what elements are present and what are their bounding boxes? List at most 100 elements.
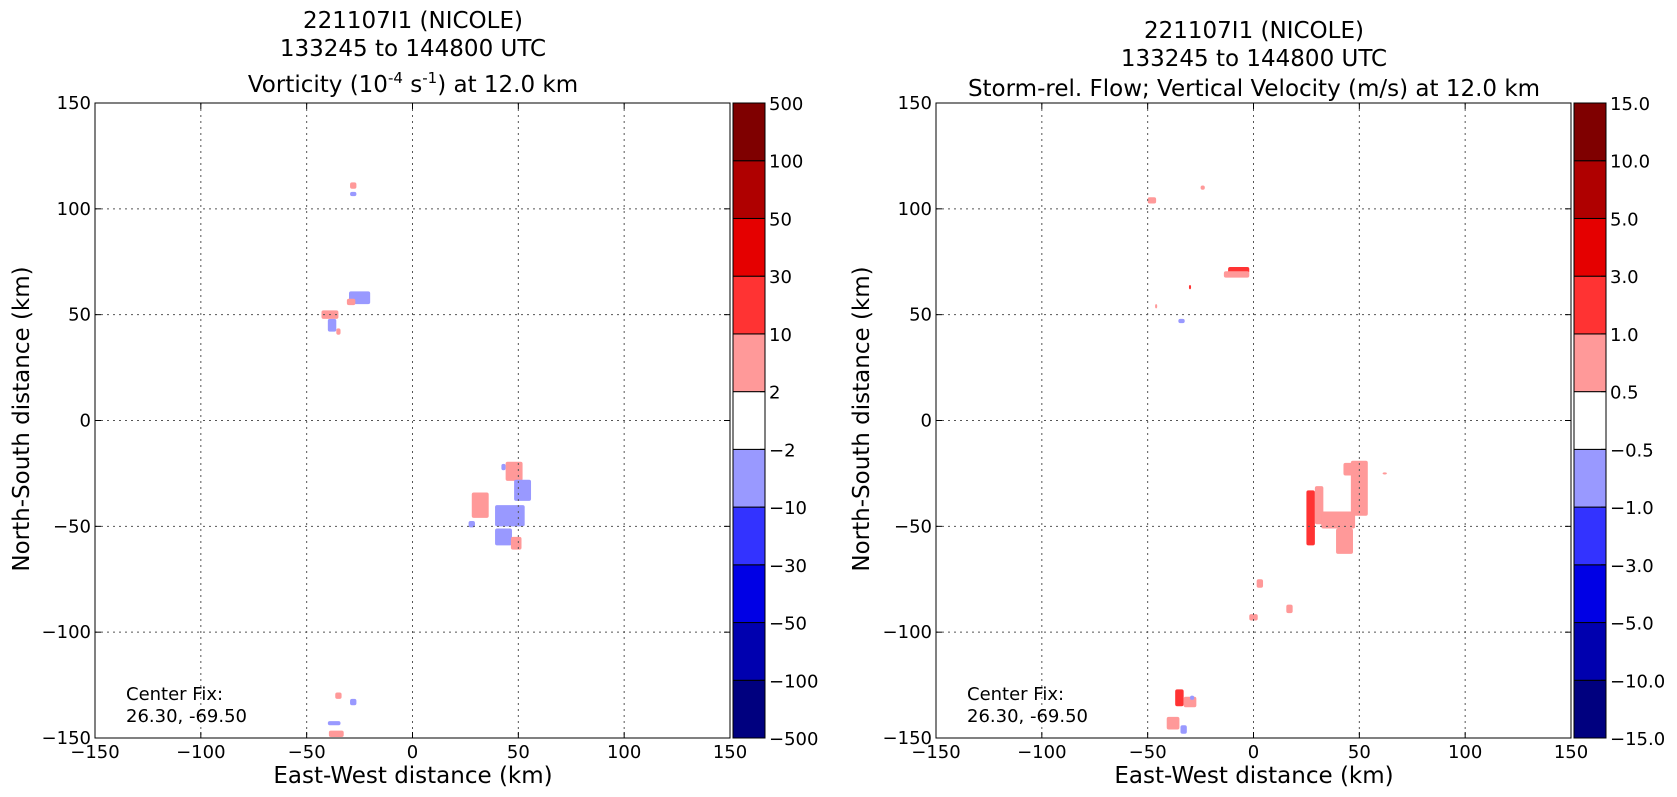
colorbar-band	[1573, 160, 1607, 219]
x-tick-label: 50	[507, 742, 530, 763]
colorbar-band	[1573, 333, 1607, 393]
contour-feature	[510, 536, 522, 550]
plot-area: −150−150 −100 −100 −50 −50 0 0 50 50 100 100 150 150	[883, 93, 1589, 763]
x-axis-label: East-West distance (km)	[1114, 763, 1393, 789]
y-tick-label: −100	[883, 622, 932, 643]
colorbar-label: 3.0	[1610, 267, 1639, 288]
contour-feature	[471, 492, 489, 518]
colorbar-label: −0.5	[1610, 440, 1654, 461]
plot-background	[95, 103, 730, 738]
x-tick-label: 150	[1554, 742, 1588, 763]
colorbar-label: −100	[769, 671, 818, 692]
colorbar-label: 10.0	[1610, 152, 1650, 173]
contour-feature	[336, 328, 341, 335]
x-tick-label: −50	[1129, 742, 1167, 763]
x-tick-label: 50	[1348, 742, 1371, 763]
colorbar-label: 100	[769, 152, 803, 173]
colorbar-band	[732, 275, 766, 335]
contour-feature	[501, 463, 506, 471]
colorbar-band	[732, 217, 766, 277]
y-tick-label: −150	[42, 728, 91, 749]
colorbar-band	[1573, 506, 1607, 566]
colorbar-band	[732, 622, 766, 681]
colorbar-band	[732, 102, 766, 162]
contour-feature	[327, 318, 337, 332]
contour-feature	[1200, 185, 1205, 190]
contour-feature	[1166, 716, 1180, 730]
colorbar: 15.0 10.0 5.0 3.0 1.0 0.5 −0.5 −1.0 −3.0 −5.0 −10.…	[1573, 94, 1665, 750]
x-tick-label: 0	[407, 742, 418, 763]
colorbar-label: −15.0	[1610, 729, 1665, 750]
contour-feature	[1223, 271, 1250, 278]
contour-feature	[495, 505, 525, 527]
colorbar-band	[1573, 391, 1607, 450]
contour-feature	[1306, 490, 1315, 546]
colorbar-label: −500	[769, 729, 818, 750]
y-axis-label: North-South distance (km)	[849, 266, 875, 571]
contour-feature	[350, 698, 357, 706]
colorbar-label: −10.0	[1610, 671, 1665, 692]
center-fix-label: Center Fix:	[967, 684, 1064, 705]
colorbar-label: −1.0	[1610, 498, 1654, 519]
contour-feature	[1183, 696, 1197, 708]
colorbar-label: −5.0	[1610, 614, 1654, 635]
contour-feature	[1190, 695, 1195, 700]
colorbar-band	[732, 160, 766, 219]
y-axis-label: North-South distance (km)	[9, 266, 35, 571]
panel-title-line-3: Vorticity (10-4 s-1) at 12.0 km	[248, 69, 578, 98]
x-tick-label: −100	[176, 742, 225, 763]
contour-feature	[1155, 304, 1158, 309]
colorbar-label: 50	[769, 209, 792, 230]
y-tick-label: 0	[80, 411, 91, 432]
contour-feature	[1178, 318, 1185, 324]
colorbar-band	[732, 506, 766, 566]
x-tick-label: −150	[70, 742, 119, 763]
contour-feature	[346, 298, 356, 306]
colorbar-label: −10	[769, 498, 807, 519]
colorbar-band	[732, 333, 766, 393]
x-tick-label: −100	[1017, 742, 1066, 763]
colorbar-band	[732, 564, 766, 624]
panel-title-line-2: 133245 to 144800 UTC	[280, 36, 546, 62]
contour-feature	[1286, 604, 1293, 614]
contour-feature	[468, 521, 475, 528]
contour-feature	[350, 182, 357, 189]
colorbar-band	[1573, 102, 1607, 162]
x-tick-label: −50	[288, 742, 326, 763]
colorbar-band	[732, 679, 766, 739]
contour-feature	[350, 191, 357, 197]
contour-feature	[1321, 511, 1356, 529]
plot-background	[936, 103, 1571, 738]
plot-frame	[935, 102, 1572, 739]
colorbar-band	[1573, 679, 1607, 739]
vertical-velocity-panel: 221107I1 (NICOLE) 133245 to 144800 UTC S…	[849, 18, 1665, 789]
colorbar-label: 1.0	[1610, 325, 1639, 346]
y-tick-label: 50	[909, 305, 932, 326]
center-fix-label: Center Fix:	[126, 684, 223, 705]
colorbar-label: 30	[769, 267, 792, 288]
y-tick-label: 0	[921, 411, 932, 432]
colorbar-label: 15.0	[1610, 94, 1650, 115]
panel-title-line-1: 221107I1 (NICOLE)	[303, 8, 523, 34]
contour-feature	[328, 730, 344, 737]
y-tick-label: 150	[898, 93, 932, 114]
colorbar-band	[1573, 217, 1607, 277]
y-tick-label: −50	[53, 516, 91, 537]
colorbar-band	[732, 448, 766, 508]
contour-feature	[1249, 614, 1258, 621]
y-tick-label: 150	[57, 93, 91, 114]
contour-feature	[1336, 528, 1353, 554]
contour-feature	[505, 461, 523, 481]
center-fix-value: 26.30, -69.50	[126, 706, 247, 727]
contour-feature	[514, 479, 532, 501]
plot-area: −150−150 −100 −100 −50 −50 0 0 50 50 100 100 150 150	[42, 93, 748, 763]
colorbar-label: 5.0	[1610, 209, 1639, 230]
colorbar-label: −2	[769, 440, 796, 461]
colorbar-band	[1573, 564, 1607, 624]
panel-title-line-3: Storm-rel. Flow; Vertical Velocity (m/s)…	[968, 76, 1540, 102]
x-tick-label: 0	[1248, 742, 1259, 763]
y-tick-label: −150	[883, 728, 932, 749]
contour-feature	[1188, 285, 1192, 290]
y-tick-label: 100	[898, 199, 932, 220]
